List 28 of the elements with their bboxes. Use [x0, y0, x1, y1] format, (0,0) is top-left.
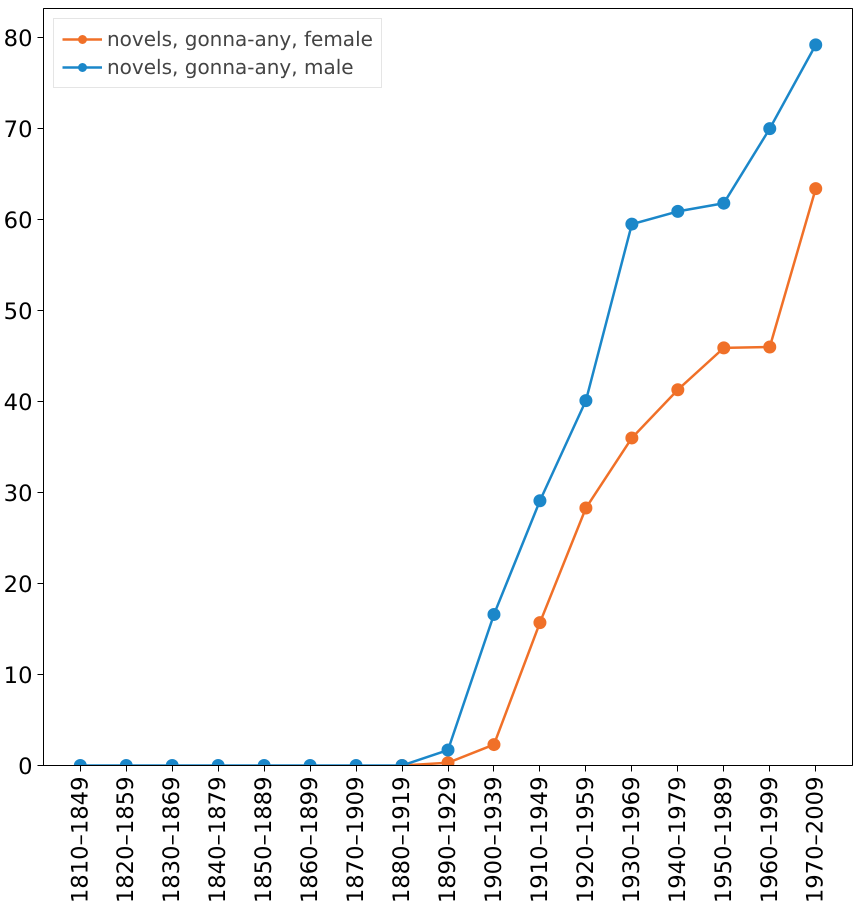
x-tick-label: 1860–1899	[297, 776, 324, 904]
x-tick-label: 1960–1999	[756, 776, 783, 904]
x-tick-label: 1900–1939	[480, 776, 507, 904]
y-tick-label: 60	[4, 208, 33, 234]
y-tick-label: 30	[4, 481, 33, 508]
y-tick-label: 20	[4, 572, 33, 598]
y-tick-label: 0	[18, 754, 33, 780]
x-tick-label: 1820–1859	[113, 776, 140, 904]
y-tick-label: 50	[4, 299, 33, 326]
y-tick-label: 10	[4, 663, 33, 690]
x-tick-label: 1970–2009	[802, 776, 829, 904]
x-tick-label: 1950–1989	[710, 776, 737, 904]
legend-label: novels, gonna-any, female	[107, 27, 373, 51]
x-tick-label: 1850–1889	[251, 776, 278, 904]
y-tick-label: 80	[4, 26, 33, 52]
x-tick-label: 1930–1969	[618, 776, 645, 904]
x-tick-label: 1830–1869	[159, 776, 186, 904]
x-tick-label: 1870–1909	[343, 776, 370, 904]
x-tick-label: 1940–1979	[664, 776, 691, 904]
x-tick-label: 1910–1949	[526, 776, 553, 904]
y-tick-label: 40	[4, 390, 33, 416]
x-tick-label: 1810–1849	[67, 776, 94, 904]
x-tick-label: 1880–1919	[389, 776, 416, 904]
x-tick-label: 1890–1929	[435, 776, 461, 904]
x-tick-label: 1920–1959	[572, 776, 599, 904]
y-tick-label: 70	[4, 117, 33, 144]
x-tick-label: 1840–1879	[205, 776, 232, 904]
legend-label: novels, gonna-any, male	[107, 55, 354, 79]
